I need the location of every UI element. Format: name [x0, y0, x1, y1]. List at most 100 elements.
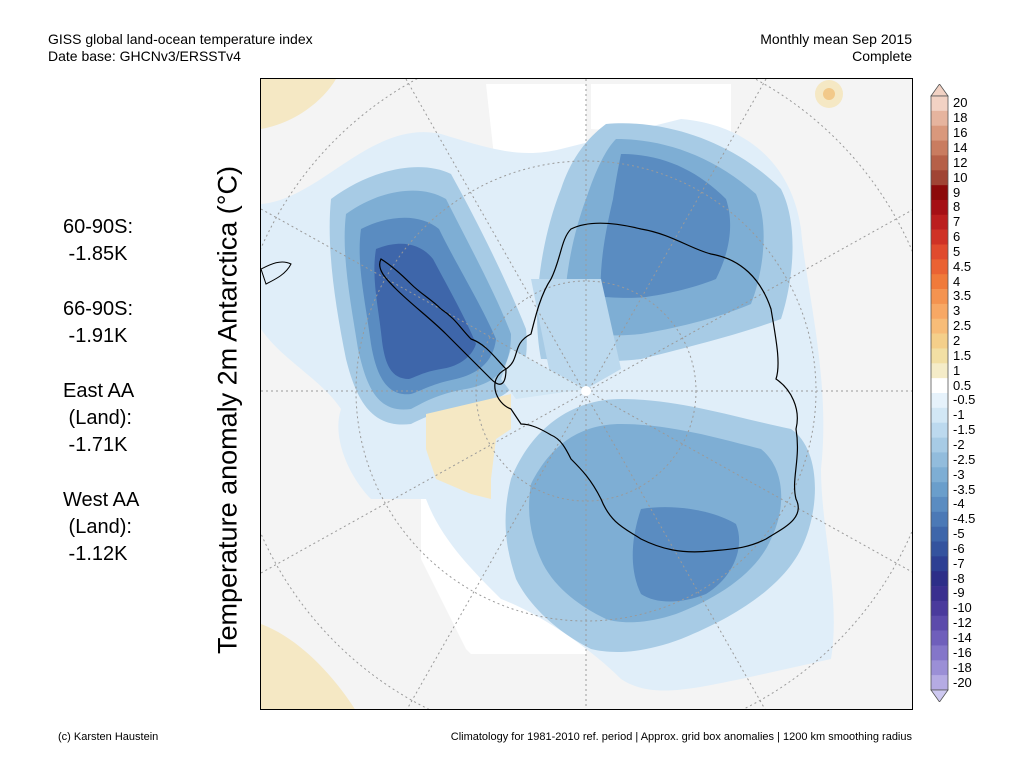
- colorbar-swatch: [931, 526, 948, 542]
- footnote: Climatology for 1981-2010 ref. period | …: [450, 731, 912, 743]
- colorbar-swatch: [931, 600, 948, 617]
- colorbar-label: 1: [953, 362, 961, 378]
- colorbar-swatch: [931, 274, 948, 290]
- colorbar-swatch: [931, 482, 948, 498]
- title-line: GISS global land-ocean temperature index: [48, 31, 313, 47]
- stat-block: 66-90S: -1.91K: [63, 296, 139, 350]
- map-title: GISS global land-ocean temperature index…: [48, 31, 313, 65]
- peninsula-coastline: [379, 258, 507, 385]
- colorbar-swatch: [931, 170, 948, 186]
- colorbar-label: -6: [953, 540, 965, 556]
- colorbar-label: 10: [953, 169, 968, 185]
- colorbar-swatch: [931, 318, 948, 334]
- cold-anomaly-peninsula-core: [374, 243, 476, 379]
- colorbar-swatch: [931, 140, 948, 156]
- colorbar-label: -2: [953, 436, 965, 452]
- colorbar-swatch: [931, 556, 948, 572]
- anomaly-map-svg: [261, 79, 912, 709]
- colorbar-swatch: [931, 289, 948, 305]
- stat-label: (Land):: [63, 407, 132, 429]
- colorbar-label: -12: [953, 615, 972, 631]
- colorbar-label: -16: [953, 644, 972, 660]
- stat-label: East AA: [63, 380, 135, 402]
- south-pole-marker: [581, 386, 591, 396]
- colorbar-label: -7: [953, 555, 965, 571]
- colorbar-label: -9: [953, 585, 965, 601]
- weak-cool-center: [531, 279, 621, 389]
- colorbar-swatch: [931, 511, 948, 527]
- colorbar-swatch: [931, 496, 948, 513]
- meridian-line: [405, 79, 766, 709]
- colorbar-label: 14: [953, 139, 968, 155]
- colorbar-label: 18: [953, 110, 968, 126]
- colorbar-label: 16: [953, 125, 968, 141]
- colorbar-swatch: [931, 214, 948, 230]
- colorbar-label: 4: [953, 273, 961, 289]
- colorbar-label: 1.5: [953, 347, 972, 363]
- colorbar-swatch: [931, 437, 948, 453]
- colorbar-label: 2.5: [953, 318, 972, 334]
- colorbar-top-arrow: [930, 84, 949, 97]
- credit: (c) Karsten Haustein: [58, 731, 159, 743]
- period-line: Monthly mean Sep 2015: [760, 31, 912, 47]
- cold-anomaly-south-core: [632, 507, 740, 602]
- colorbar-swatch: [931, 378, 948, 394]
- stat-block: 60-90S: -1.85K: [63, 214, 139, 268]
- warm-anomaly-wedge: [426, 394, 511, 499]
- colorbar-swatch: [931, 393, 948, 409]
- colorbar-swatch: [931, 467, 948, 483]
- warm-anomaly-ne-core: [823, 88, 835, 100]
- colorbar-swatch: [931, 348, 948, 364]
- colorbar-label: -5: [953, 526, 965, 542]
- antarctica-coastline: [494, 222, 799, 553]
- colorbar-swatch: [931, 110, 948, 126]
- colorbar-label: 20: [953, 95, 968, 111]
- colorbar-swatch: [931, 541, 948, 557]
- colorbar-swatch: [931, 630, 948, 646]
- colorbar-swatch: [931, 185, 948, 201]
- stat-label: 66-90S:: [63, 298, 134, 320]
- colorbar-label: -10: [953, 600, 972, 616]
- database-line: Date base: GHCNv3/ERSSTv4: [48, 48, 241, 64]
- colorbar-swatch: [931, 125, 948, 141]
- colorbar-label: 8: [953, 199, 961, 215]
- colorbar-label: 12: [953, 154, 968, 170]
- colorbar-label: -4.5: [953, 511, 976, 527]
- colorbar: [930, 84, 949, 702]
- colorbar-label: -8: [953, 570, 965, 586]
- y-axis-label: Temperature anomaly 2m Antarctica (°C): [212, 166, 243, 654]
- map-period: Monthly mean Sep 2015 Complete: [760, 31, 912, 65]
- stat-label: West AA: [63, 489, 140, 511]
- stat-value: -1.91K: [63, 325, 128, 347]
- colorbar-swatch: [931, 155, 948, 171]
- no-data-sector: [466, 649, 586, 654]
- colorbar-swatch: [931, 660, 948, 676]
- colorbar-label: -4: [953, 496, 965, 512]
- colorbar-bottom-arrow: [930, 689, 949, 702]
- colorbar-swatch: [931, 615, 948, 631]
- stat-block: East AA (Land): -1.71K: [63, 378, 139, 459]
- polar-map: [260, 78, 913, 710]
- stat-label: 60-90S:: [63, 216, 134, 238]
- warm-anomaly-nw: [261, 79, 336, 129]
- weak-cool-center: [501, 349, 586, 399]
- colorbar-swatch: [931, 96, 948, 112]
- south-america-tip: [261, 261, 292, 285]
- colorbar-swatch: [931, 586, 948, 602]
- colorbar-label: -1.5: [953, 422, 976, 438]
- stat-value: -1.85K: [63, 243, 128, 265]
- colorbar-label: -14: [953, 630, 972, 646]
- colorbar-label: -3: [953, 466, 965, 482]
- stat-value: -1.12K: [63, 543, 128, 565]
- colorbar-swatch: [931, 407, 948, 423]
- colorbar-swatch: [931, 422, 948, 438]
- colorbar-swatch: [931, 645, 948, 661]
- regional-stats: 60-90S: -1.85K 66-90S: -1.91K East AA (Lan…: [63, 214, 139, 596]
- colorbar-swatch: [931, 199, 948, 216]
- colorbar-label: -20: [953, 674, 972, 690]
- colorbar-label: 2: [953, 333, 961, 349]
- colorbar-labels: 20 18 16 14 12 10 9 8 7 6 5 4.5 4 3.5 3 2.5 2 1.5 1 0.5 -0.5…: [953, 84, 1013, 702]
- colorbar-label: -18: [953, 659, 972, 675]
- stat-block: West AA (Land): -1.12K: [63, 487, 139, 568]
- colorbar-label: 6: [953, 229, 961, 245]
